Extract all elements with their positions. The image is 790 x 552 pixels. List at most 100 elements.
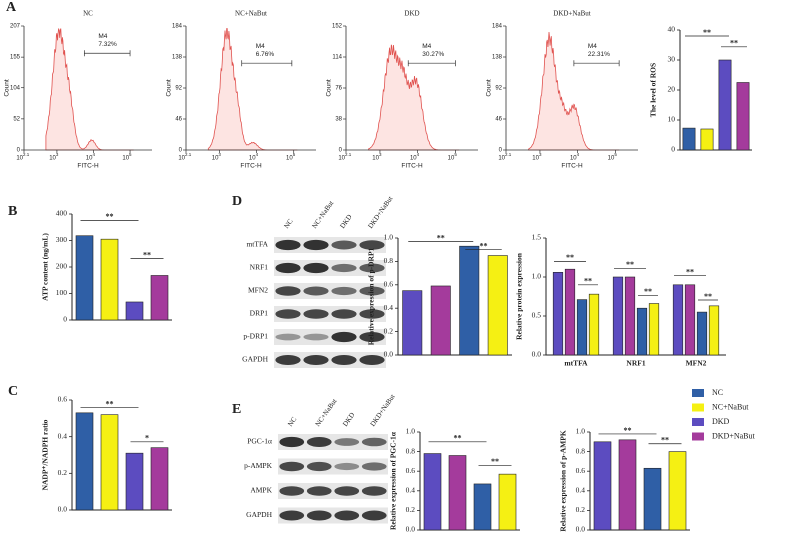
bar (736, 82, 750, 151)
significance-label: ** (106, 400, 114, 409)
band (275, 355, 301, 365)
blot-row: mtTFA (246, 240, 268, 249)
y-tick-label: 0.2 (58, 468, 68, 477)
bar (402, 290, 423, 356)
y-tick-label: 0.0 (58, 505, 68, 514)
y-tick-label: 0.2 (406, 505, 416, 514)
blot-strip (274, 352, 386, 368)
y-label: Relative expression of p-AMPK (559, 430, 568, 531)
y-tick-label: 0 (339, 148, 343, 154)
band (361, 462, 387, 471)
blot-column: DKD (338, 213, 353, 230)
band (279, 486, 305, 496)
y-label: NADP⁺/NADPH ratio (41, 419, 50, 490)
bar (125, 452, 144, 511)
significance-label: ** (644, 287, 652, 296)
blot-column: NC (282, 217, 294, 230)
flow-title: DKD (404, 10, 419, 18)
histogram (45, 28, 134, 151)
bar (150, 275, 169, 321)
blot-row: p-AMPK (244, 461, 273, 470)
histogram (368, 44, 460, 151)
bar (100, 238, 119, 321)
y-tick-label: 300 (56, 235, 68, 244)
band (359, 332, 385, 342)
y-tick-label: 0.0 (406, 525, 416, 534)
band (303, 309, 329, 319)
x-tick-exponent: 4 (577, 152, 580, 157)
significance-label: ** (454, 434, 462, 443)
x-tick-exponent: 2.1 (185, 152, 192, 157)
gate-label: M4 (422, 43, 431, 50)
y-tick-label: 0.4 (406, 486, 416, 495)
x-tick-label: NRF1 (626, 359, 645, 368)
panel-label: D (232, 194, 242, 209)
band (303, 333, 329, 341)
gate-label: M4 (256, 43, 265, 50)
y-tick-label: 1.0 (576, 427, 586, 436)
y-tick-label: 0.6 (58, 395, 68, 404)
bar (100, 414, 119, 511)
blot-column: NC+NaBut (310, 199, 335, 230)
blot-strip (274, 306, 386, 322)
gate-percent: 7.32% (98, 41, 117, 48)
bar (593, 441, 612, 531)
blot-column: DKD (341, 411, 356, 428)
y-label: Count (326, 79, 333, 97)
y-label: Relative expression of PGC-1α (389, 431, 398, 530)
significance-label: * (145, 434, 149, 443)
panel-label: E (232, 402, 241, 417)
y-tick-label: 0.0 (576, 525, 586, 534)
x-tick-exponent: 4 (92, 152, 95, 157)
band (331, 331, 357, 343)
gate (407, 60, 456, 67)
y-tick-label: 114 (332, 55, 342, 61)
significance-label: ** (626, 260, 634, 269)
x-tick-exponent: 2.1 (505, 152, 512, 157)
x-tick-base: 10 (16, 156, 23, 162)
x-tick-exponent: 3 (539, 152, 542, 157)
band (275, 286, 301, 296)
blot-row: GAPDH (246, 510, 272, 519)
band (306, 486, 332, 496)
band (303, 239, 329, 251)
y-tick-label: 207 (10, 24, 21, 30)
band (359, 263, 385, 273)
legend-swatch (692, 403, 704, 412)
y-tick-label: 0.4 (384, 303, 394, 312)
band (303, 262, 329, 274)
bar (448, 455, 467, 531)
x-tick-base: 10 (212, 156, 219, 162)
blot-strip (274, 283, 386, 299)
blot-column: NC+NaBut (314, 397, 339, 428)
axes (185, 26, 316, 151)
x-tick-exponent: 3 (379, 152, 382, 157)
y-tick-label: 0 (671, 145, 675, 154)
y-tick-label: 155 (10, 55, 21, 61)
bar (487, 255, 508, 356)
y-tick-label: 52 (13, 116, 20, 122)
significance-label: ** (480, 242, 488, 251)
y-tick-label: 0.6 (576, 466, 586, 475)
x-tick-base: 10 (249, 156, 256, 162)
y-tick-label: 0.8 (406, 446, 416, 455)
bar (588, 293, 600, 356)
panel-label: C (8, 384, 18, 399)
x-tick-base: 10 (532, 156, 539, 162)
significance-label: ** (703, 28, 711, 37)
x-tick-base: 10 (286, 156, 293, 162)
y-tick-label: 1.5 (532, 233, 542, 242)
histogram (207, 28, 298, 151)
band (303, 355, 329, 365)
blot-strip (274, 329, 386, 345)
y-tick-label: 38 (335, 117, 342, 123)
bar (618, 439, 637, 531)
legend-swatch (692, 418, 704, 426)
significance-label: ** (566, 253, 574, 262)
blot-column: DKD+NaBut (369, 393, 397, 428)
band (359, 240, 385, 250)
blot-strip (278, 483, 388, 499)
bar (125, 301, 144, 321)
y-tick-label: 184 (172, 24, 183, 30)
